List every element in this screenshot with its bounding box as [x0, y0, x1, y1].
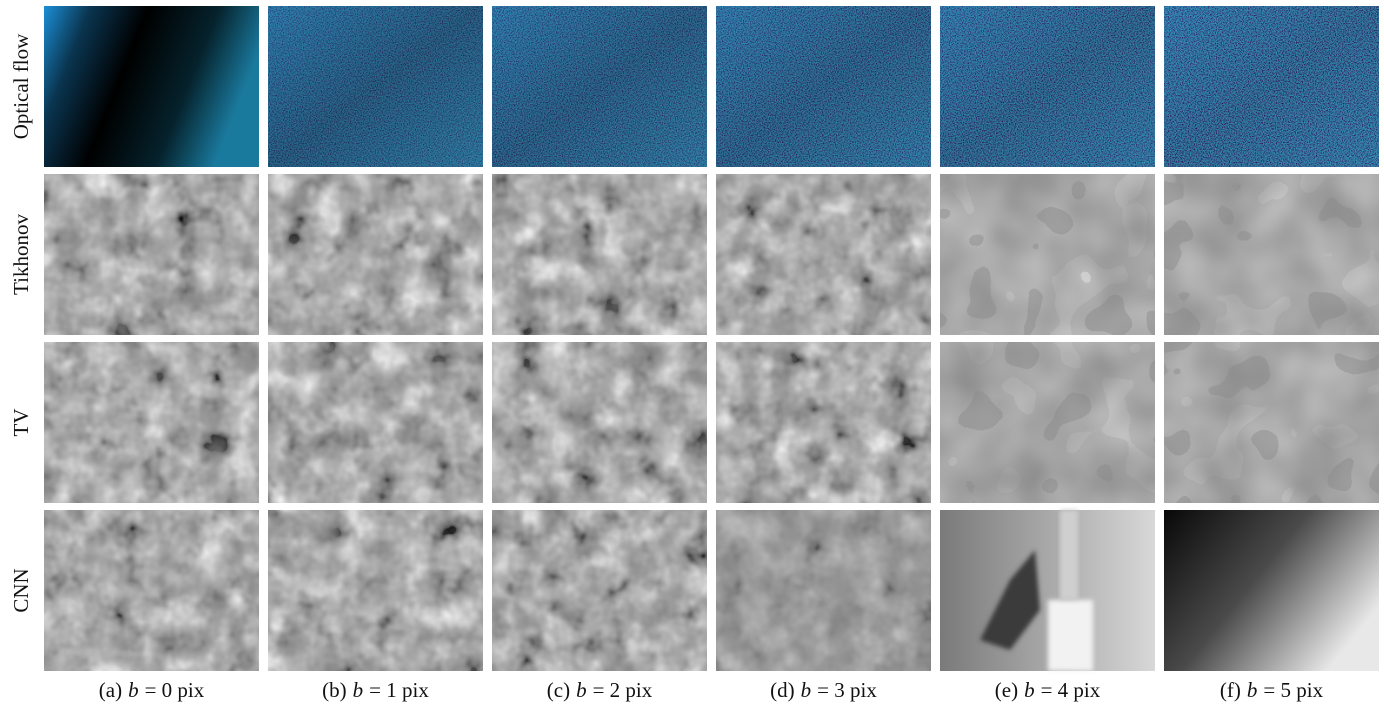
caption-rest: = 4 pix: [1041, 678, 1101, 702]
caption-tag: (e): [995, 678, 1018, 702]
caption-variable: b: [353, 678, 364, 702]
image-texture: [44, 510, 259, 671]
image-panel: [492, 342, 707, 503]
image-panel: [492, 6, 707, 167]
image-panel: [940, 6, 1155, 167]
caption-rest: = 0 pix: [145, 678, 205, 702]
row-label: TV: [9, 409, 33, 437]
image-texture: [1164, 174, 1379, 335]
caption-rest: = 2 pix: [593, 678, 653, 702]
image-panel: [716, 174, 931, 335]
image-texture: [716, 342, 931, 503]
caption-rest: = 5 pix: [1263, 678, 1323, 702]
caption-rest: = 3 pix: [817, 678, 877, 702]
image: [1164, 510, 1379, 671]
image-panel: [44, 342, 259, 503]
image-texture: [492, 510, 707, 671]
image-texture: [940, 342, 1155, 503]
caption-variable: b: [1024, 678, 1035, 702]
image-texture: [44, 342, 259, 503]
image-panel: [268, 174, 483, 335]
caption-variable: b: [576, 678, 587, 702]
image-noise: [716, 6, 931, 167]
image-texture: [940, 174, 1155, 335]
image-texture: [492, 342, 707, 503]
caption-variable: b: [128, 678, 139, 702]
image-panel: [44, 6, 259, 167]
image-panel: [268, 510, 483, 671]
image-texture: [492, 174, 707, 335]
image-texture: [268, 174, 483, 335]
image-panel: [940, 510, 1155, 671]
image-panel: [716, 342, 931, 503]
caption-tag: (a): [99, 678, 122, 702]
image-texture: [268, 510, 483, 671]
image-panel: [716, 6, 931, 167]
image-panel: [940, 342, 1155, 503]
caption-tag: (c): [547, 678, 570, 702]
caption: (f) b= 5 pix: [1220, 678, 1324, 702]
image-panel: [492, 510, 707, 671]
image-blur: [716, 510, 931, 671]
image: [940, 510, 1155, 671]
caption-variable: b: [1247, 678, 1258, 702]
image-texture: [268, 342, 483, 503]
row-label: CNN: [9, 568, 33, 612]
caption: (e) b= 4 pix: [995, 678, 1101, 702]
image-panel: [44, 174, 259, 335]
image-noise: [940, 6, 1155, 167]
caption-tag: (f): [1220, 678, 1241, 702]
caption: (a) b= 0 pix: [99, 678, 205, 702]
image-noise: [1164, 6, 1379, 167]
row-label: Optical flow: [9, 33, 33, 139]
caption: (b)b= 1 pix: [322, 678, 429, 702]
image-panel: [268, 6, 483, 167]
image-panel: [44, 510, 259, 671]
image-noise: [268, 6, 483, 167]
image-panel: [1164, 6, 1379, 167]
caption: (d)b= 3 pix: [770, 678, 877, 702]
caption-tag: (b): [322, 678, 347, 702]
image-shape: [1060, 510, 1078, 600]
image-texture: [44, 174, 259, 335]
image-panel: [1164, 342, 1379, 503]
image-noise: [492, 6, 707, 167]
caption-tag: (d): [770, 678, 795, 702]
caption-variable: b: [801, 678, 812, 702]
image-panel: [492, 174, 707, 335]
caption-rest: = 1 pix: [369, 678, 429, 702]
image-panel: [1164, 174, 1379, 335]
caption: (c) b= 2 pix: [547, 678, 653, 702]
image-texture: [1164, 342, 1379, 503]
image-panel: [940, 174, 1155, 335]
image-panel: [268, 342, 483, 503]
image-panel: [1164, 510, 1379, 671]
figure: Optical flowTikhonovTVCNN(a)b= 0 pix(b)b…: [0, 0, 1384, 709]
image-panel: [716, 510, 931, 671]
row-label: Tikhonov: [9, 214, 33, 295]
image: [44, 6, 259, 167]
image-shape: [1048, 600, 1093, 671]
image-texture: [716, 174, 931, 335]
